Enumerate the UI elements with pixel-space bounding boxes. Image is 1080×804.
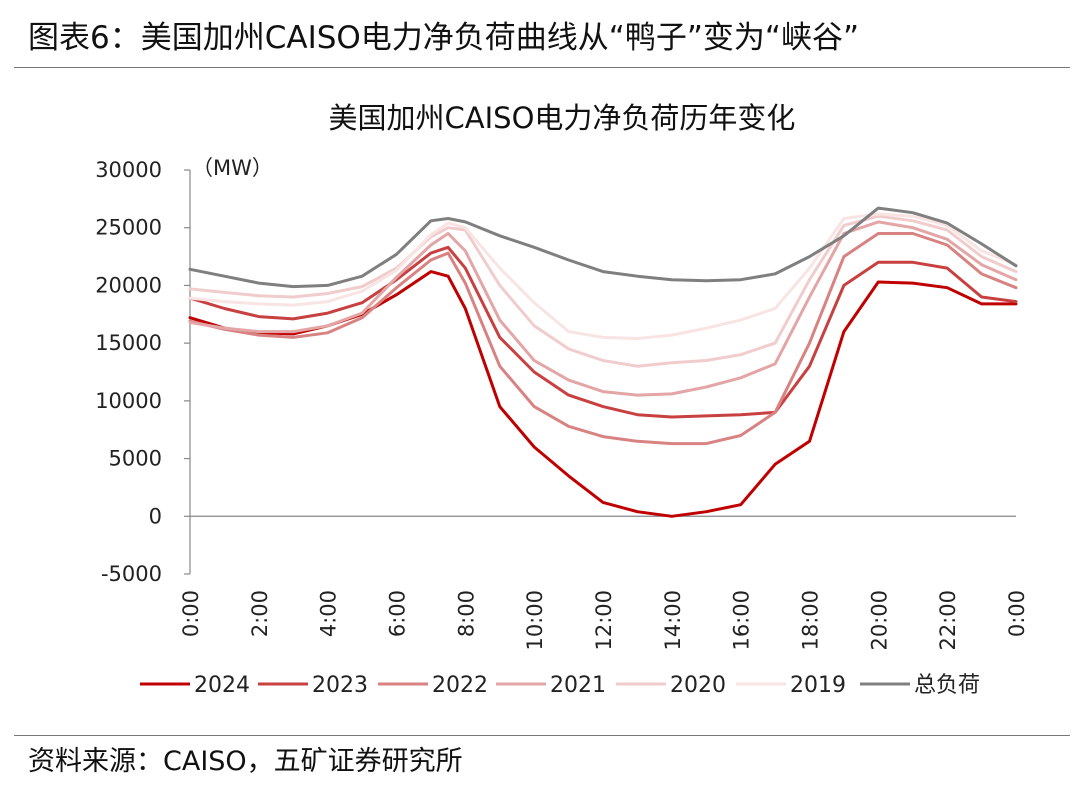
unit-label: （MW） xyxy=(192,156,273,180)
source-note: 资料来源：CAISO，五矿证券研究所 xyxy=(28,746,463,777)
legend-label: 2022 xyxy=(432,673,488,698)
legend: 2024 2023 2022 2021 2020 2019 总负荷 xyxy=(140,673,980,698)
y-tick-label: 20000 xyxy=(95,273,162,297)
series-line-2021 xyxy=(188,220,1018,397)
x-tick-label: 10:00 xyxy=(523,590,547,651)
y-tick-label: 30000 xyxy=(95,158,162,182)
x-tick-label: 14:00 xyxy=(661,590,685,651)
legend-label: 2021 xyxy=(550,673,606,698)
legend-label: 2019 xyxy=(790,673,846,698)
series-line-2020 xyxy=(188,214,1018,368)
x-tick-label: 18:00 xyxy=(799,590,823,651)
x-tick-label: 4:00 xyxy=(317,590,341,637)
series-line-2022 xyxy=(188,232,1018,446)
x-tick-label: 6:00 xyxy=(386,590,410,637)
legend-label: 2020 xyxy=(670,673,726,698)
x-tick-label: 2:00 xyxy=(248,590,272,637)
x-tick-label: 0:00 xyxy=(179,590,203,637)
y-tick-label: 5000 xyxy=(109,447,162,471)
x-tick-label: 20:00 xyxy=(867,590,891,651)
legend-label: 2023 xyxy=(312,673,368,698)
legend-label: 2024 xyxy=(194,673,250,698)
y-tick-label: 10000 xyxy=(95,389,162,413)
x-tick-label: 16:00 xyxy=(730,590,754,651)
y-tick-label: 0 xyxy=(149,504,162,528)
x-axis: 0:00 2:00 4:00 6:00 8:00 10:00 12:00 14:00 16:00… xyxy=(179,515,1029,651)
bottom-rule xyxy=(14,735,1070,736)
legend-label: 总负荷 xyxy=(914,673,980,698)
series-line-2024 xyxy=(188,270,1018,518)
x-tick-label: 0:00 xyxy=(1005,590,1029,637)
x-tick-label: 12:00 xyxy=(592,590,616,651)
series-lines xyxy=(188,206,1018,518)
series-line-2023 xyxy=(188,245,1018,419)
net-load-chart: 美国加州CAISO电力净负荷历年变化 （MW） -5000 0 5000 10000 1… xyxy=(95,101,1029,698)
y-tick-label: 25000 xyxy=(95,216,162,240)
series-line-2019 xyxy=(188,212,1018,340)
x-tick-label: 8:00 xyxy=(454,590,478,637)
y-tick-label: 15000 xyxy=(95,331,162,355)
top-rule xyxy=(14,67,1070,68)
x-tick-label: 22:00 xyxy=(936,590,960,651)
y-axis: -5000 0 5000 10000 15000 20000 25000 30000 xyxy=(95,158,191,586)
y-tick-label: -5000 xyxy=(101,562,162,586)
figure-title: 图表6：美国加州CAISO电力净负荷曲线从“鸭子”变为“峡谷” xyxy=(28,20,860,56)
series-line-总负荷 xyxy=(188,206,1018,289)
chart-title: 美国加州CAISO电力净负荷历年变化 xyxy=(329,101,796,135)
